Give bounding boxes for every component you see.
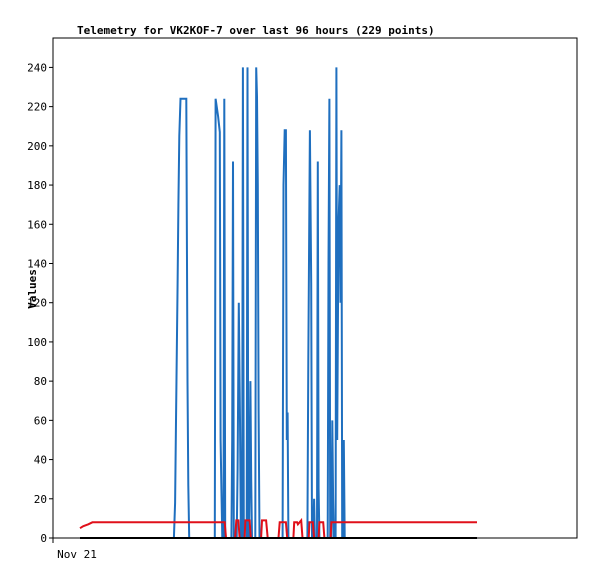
- chart-title: Telemetry for VK2KOF-7 over last 96 hour…: [77, 24, 435, 37]
- y-axis-label: Values: [26, 269, 39, 309]
- series-line-1: [80, 67, 477, 539]
- x-axis-ticks: Nov 21: [52, 538, 97, 561]
- y-tick-label: 220: [27, 101, 47, 114]
- plot-area: [52, 37, 578, 539]
- y-tick-label: 80: [34, 375, 47, 388]
- series-layer: [79, 67, 477, 539]
- x-tick-label: Nov 21: [57, 548, 97, 561]
- y-tick-label: 60: [34, 414, 47, 427]
- y-tick-label: 180: [27, 179, 47, 192]
- y-tick-label: 240: [27, 61, 47, 74]
- y-tick-label: 120: [27, 297, 47, 310]
- y-tick-label: 0: [40, 532, 47, 545]
- y-tick-label: 140: [27, 257, 47, 270]
- y-axis-ticks: 0 20 40 60 80 100 120 140 160 180 200 220 240: [27, 61, 53, 545]
- y-tick-label: 40: [34, 454, 47, 467]
- y-tick-label: 200: [27, 140, 47, 153]
- y-tick-label: 20: [34, 493, 47, 506]
- y-tick-label: 100: [27, 336, 47, 349]
- y-tick-label: 160: [27, 218, 47, 231]
